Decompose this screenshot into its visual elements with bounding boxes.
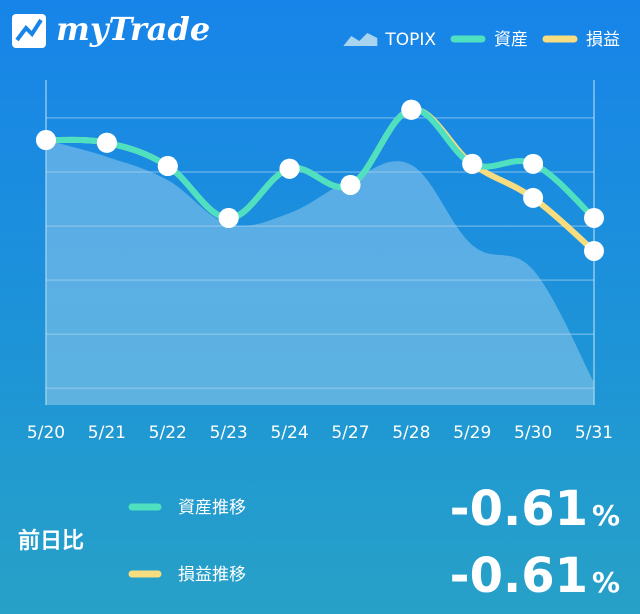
legend-icon bbox=[343, 33, 378, 46]
point bbox=[279, 158, 300, 179]
legend-label: TOPIX bbox=[384, 30, 436, 50]
summary-unit: % bbox=[592, 499, 620, 532]
legend-label: 損益 bbox=[586, 30, 620, 50]
x-tick-label: 5/30 bbox=[514, 423, 552, 443]
point bbox=[96, 132, 117, 153]
line bbox=[43, 106, 597, 221]
x-tick-label: 5/29 bbox=[453, 423, 491, 443]
summary-name: 資産推移 bbox=[178, 498, 246, 518]
x-tick-label: 5/27 bbox=[331, 423, 369, 443]
logo-icon bbox=[12, 14, 46, 48]
summary-unit: % bbox=[592, 566, 620, 599]
area bbox=[46, 140, 594, 405]
point bbox=[584, 240, 604, 261]
point bbox=[401, 99, 422, 120]
x-tick-label: 5/28 bbox=[392, 423, 430, 443]
summary-value: -0.61 bbox=[450, 548, 588, 604]
app-name: myTrade bbox=[56, 10, 210, 48]
point bbox=[36, 130, 56, 151]
summary-value: -0.61 bbox=[450, 481, 588, 537]
point bbox=[523, 187, 544, 208]
point bbox=[157, 156, 178, 177]
point bbox=[584, 207, 604, 228]
x-tick-label: 5/31 bbox=[575, 423, 613, 443]
x-tick-label: 5/21 bbox=[88, 423, 126, 443]
point bbox=[340, 174, 361, 195]
point bbox=[462, 153, 483, 174]
legend-label: 資産 bbox=[494, 30, 528, 50]
point bbox=[218, 207, 239, 228]
x-tick-label: 5/20 bbox=[27, 423, 65, 443]
summary-label: 前日比 bbox=[18, 528, 84, 554]
x-tick-label: 5/24 bbox=[270, 423, 308, 443]
point bbox=[523, 153, 544, 174]
x-tick-label: 5/23 bbox=[210, 423, 248, 443]
summary-name: 損益推移 bbox=[178, 565, 246, 585]
x-tick-label: 5/22 bbox=[149, 423, 187, 443]
